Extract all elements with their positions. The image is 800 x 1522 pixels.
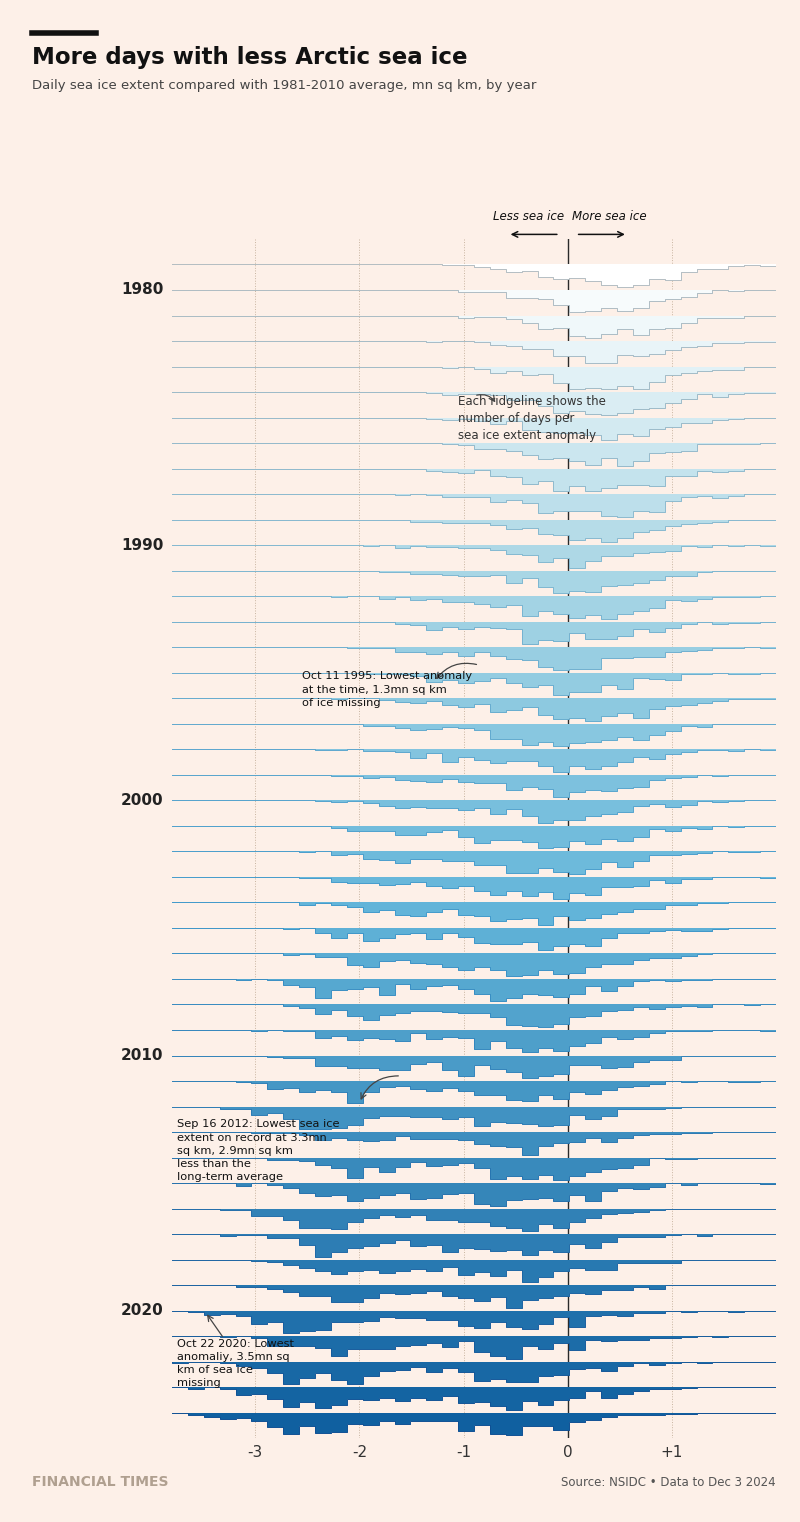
Polygon shape bbox=[172, 291, 776, 312]
Polygon shape bbox=[172, 877, 776, 900]
Polygon shape bbox=[172, 1158, 776, 1180]
Polygon shape bbox=[172, 775, 776, 798]
Polygon shape bbox=[172, 1285, 776, 1307]
Polygon shape bbox=[172, 597, 776, 618]
Polygon shape bbox=[172, 1208, 776, 1231]
Polygon shape bbox=[172, 953, 776, 976]
Polygon shape bbox=[172, 801, 776, 823]
Polygon shape bbox=[172, 341, 776, 364]
Text: Sep 16 2012: Lowest sea ice
extent on record at 3.3mn
sq km, 2.9mn sq km
less th: Sep 16 2012: Lowest sea ice extent on re… bbox=[178, 1119, 340, 1183]
Polygon shape bbox=[172, 621, 776, 644]
Text: 2020: 2020 bbox=[121, 1303, 164, 1318]
Polygon shape bbox=[172, 826, 776, 848]
Polygon shape bbox=[172, 265, 776, 288]
Polygon shape bbox=[172, 417, 776, 440]
Polygon shape bbox=[172, 519, 776, 542]
Polygon shape bbox=[172, 928, 776, 950]
Polygon shape bbox=[172, 699, 776, 721]
Text: FINANCIAL TIMES: FINANCIAL TIMES bbox=[32, 1475, 169, 1489]
Polygon shape bbox=[172, 469, 776, 492]
Text: More days with less Arctic sea ice: More days with less Arctic sea ice bbox=[32, 46, 467, 68]
Polygon shape bbox=[172, 979, 776, 1001]
Text: 2000: 2000 bbox=[121, 793, 164, 808]
Text: 1990: 1990 bbox=[122, 537, 164, 552]
Polygon shape bbox=[172, 1234, 776, 1257]
Text: More sea ice: More sea ice bbox=[572, 210, 646, 222]
Polygon shape bbox=[172, 545, 776, 568]
Text: Daily sea ice extent compared with 1981-2010 average, mn sq km, by year: Daily sea ice extent compared with 1981-… bbox=[32, 79, 536, 93]
Polygon shape bbox=[172, 571, 776, 594]
Polygon shape bbox=[172, 903, 776, 925]
Text: Oct 11 1995: Lowest anomaly
at the time, 1.3mn sq km
of ice missing: Oct 11 1995: Lowest anomaly at the time,… bbox=[302, 671, 472, 708]
Text: 1980: 1980 bbox=[122, 283, 164, 297]
Polygon shape bbox=[172, 1106, 776, 1129]
Text: Source: NSIDC • Data to Dec 3 2024: Source: NSIDC • Data to Dec 3 2024 bbox=[562, 1475, 776, 1489]
Polygon shape bbox=[172, 393, 776, 414]
Polygon shape bbox=[172, 673, 776, 696]
Text: Each ridgeline shows the
number of days per
sea ice extent anomaly: Each ridgeline shows the number of days … bbox=[458, 394, 606, 441]
Polygon shape bbox=[172, 1132, 776, 1155]
Polygon shape bbox=[172, 647, 776, 670]
Text: Less sea ice: Less sea ice bbox=[493, 210, 564, 222]
Polygon shape bbox=[172, 1336, 776, 1359]
Polygon shape bbox=[172, 1362, 776, 1383]
Polygon shape bbox=[172, 851, 776, 874]
Polygon shape bbox=[172, 1310, 776, 1333]
Text: Oct 22 2020: Lowest
anomaliy, 3.5mn sq
km of sea ice
missing: Oct 22 2020: Lowest anomaliy, 3.5mn sq k… bbox=[178, 1339, 294, 1388]
Polygon shape bbox=[172, 724, 776, 746]
Polygon shape bbox=[172, 1412, 776, 1435]
Polygon shape bbox=[172, 749, 776, 772]
Polygon shape bbox=[172, 1005, 776, 1027]
Text: 2010: 2010 bbox=[121, 1049, 164, 1062]
Polygon shape bbox=[172, 1030, 776, 1052]
Polygon shape bbox=[172, 315, 776, 338]
Polygon shape bbox=[172, 1260, 776, 1282]
Polygon shape bbox=[172, 1081, 776, 1103]
Polygon shape bbox=[172, 495, 776, 516]
Polygon shape bbox=[172, 1056, 776, 1078]
Polygon shape bbox=[172, 367, 776, 390]
Polygon shape bbox=[172, 1183, 776, 1205]
Polygon shape bbox=[172, 443, 776, 466]
Polygon shape bbox=[172, 1387, 776, 1409]
